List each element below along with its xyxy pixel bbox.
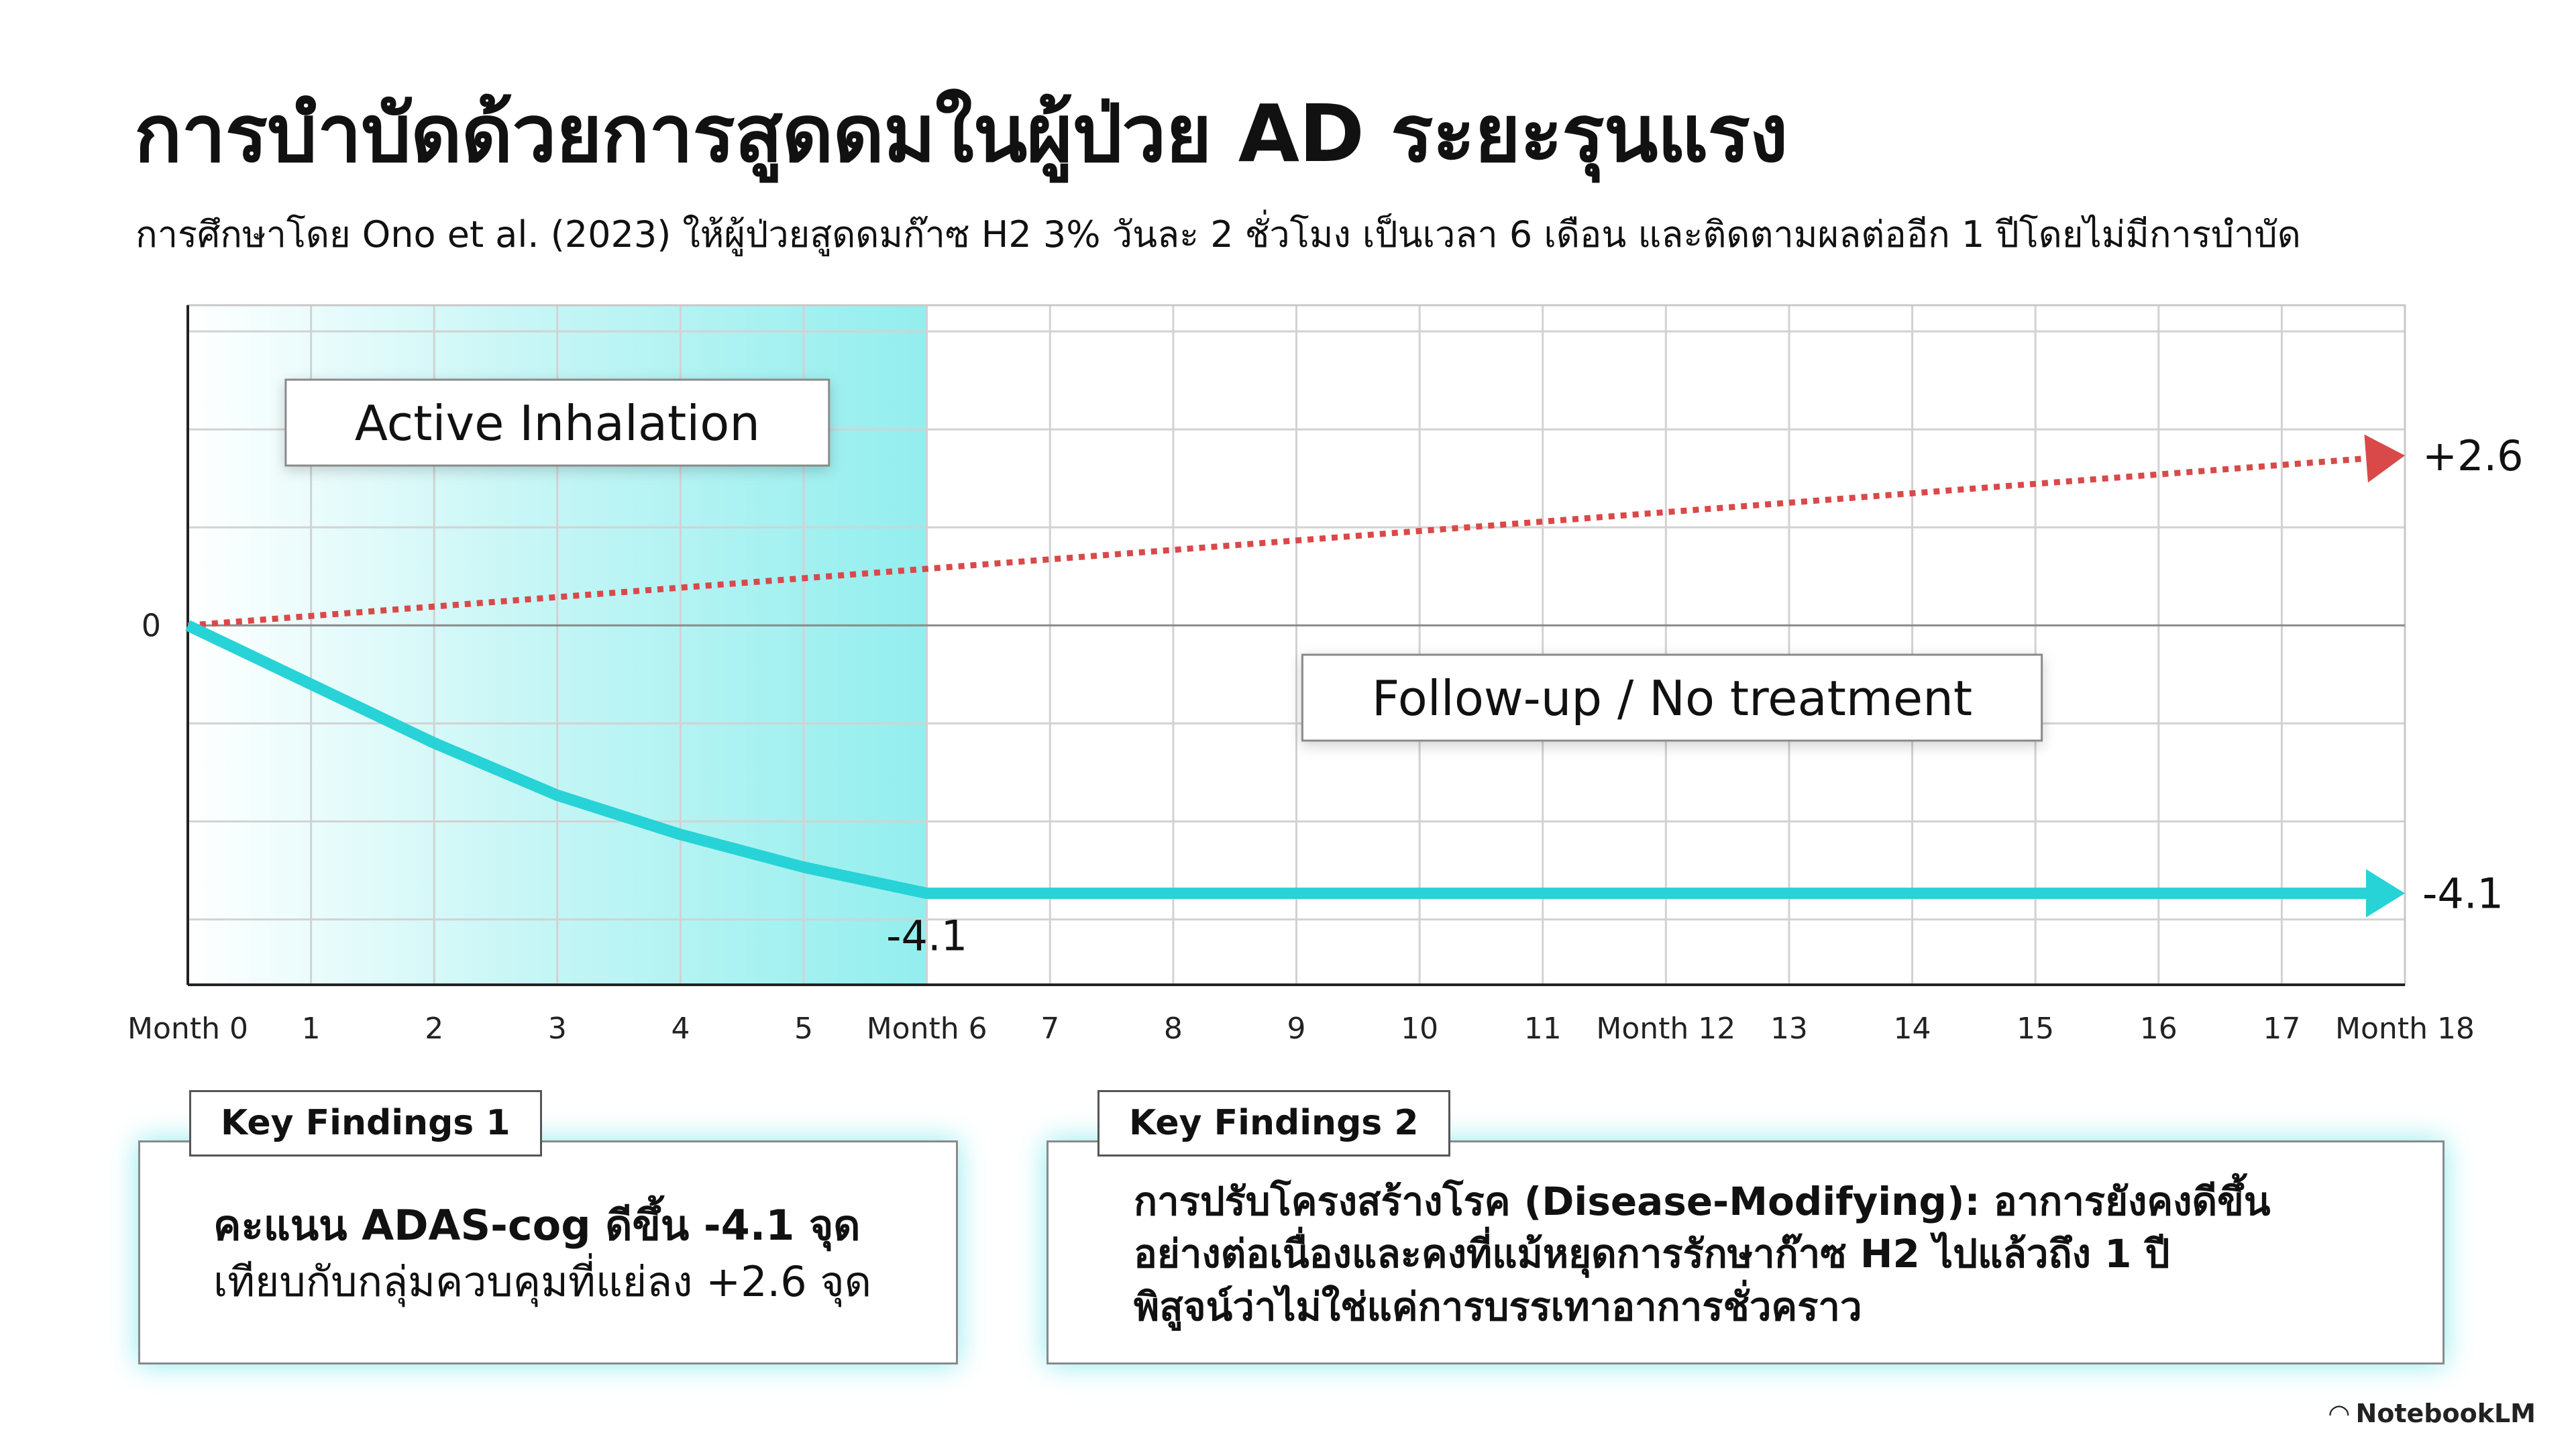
x-tick-label: 14 xyxy=(1894,1012,1931,1046)
x-tick-label: 13 xyxy=(1770,1012,1808,1046)
findings-1-bold-line: คะแนน ADAS-cog ดีขึ้น -4.1 จุด xyxy=(213,1201,861,1250)
x-tick-label: 3 xyxy=(548,1012,567,1046)
x-tick-label: 11 xyxy=(1524,1012,1562,1046)
notebooklm-logo-icon: ◠ xyxy=(2329,1399,2349,1428)
x-tick-label: Month 18 xyxy=(2335,1012,2475,1046)
followup-phase-label: Follow-up / No treatment xyxy=(1301,653,2043,742)
findings-text-1: คะแนน ADAS-cog ดีขึ้น -4.1 จุด เทียบกับก… xyxy=(213,1197,871,1309)
x-tick-label: 15 xyxy=(2017,1012,2054,1046)
x-tick-label: 8 xyxy=(1164,1012,1183,1046)
y-tick-label: 0 xyxy=(142,607,161,643)
chart: Month 0 1 2 3 4 5 Month 6 7 8 9 10 11 Month 12 13 14 15… xyxy=(127,304,2524,1046)
findings-box-2 xyxy=(1046,1140,2445,1364)
findings-text-2: การปรับโครงสร้างโรค (Disease-Modifying):… xyxy=(1134,1175,2270,1333)
followup-phase-label-box xyxy=(1301,653,2043,742)
x-tick-label: 9 xyxy=(1287,1012,1306,1046)
findings-tab-1: Key Findings 1 xyxy=(189,1090,542,1157)
active-phase-label: Active Inhalation xyxy=(284,378,830,467)
findings-tab-2: Key Findings 2 xyxy=(1097,1090,1450,1157)
series-arrowhead-control xyxy=(2364,434,2405,483)
active-phase-label-text: Active Inhalation xyxy=(355,395,760,451)
x-tick-label: 1 xyxy=(302,1012,321,1046)
page-title: การบำบัดด้วยการสูดดมในผู้ป่วย AD ระยะรุน… xyxy=(134,87,1788,180)
x-tick-label: Month 0 xyxy=(127,1012,248,1046)
x-tick-label: 5 xyxy=(794,1012,813,1046)
series-arrowhead-treatment xyxy=(2366,869,2405,918)
x-tick-label: Month 12 xyxy=(1596,1012,1735,1046)
x-tick-label: 7 xyxy=(1040,1012,1059,1046)
watermark-label: NotebookLM xyxy=(2355,1399,2536,1428)
x-tick-label: 17 xyxy=(2263,1012,2300,1046)
findings-2-line-2: อย่างต่อเนื่องและคงที่แม้หยุดการรักษาก๊า… xyxy=(1134,1231,2170,1277)
x-tick-label: 4 xyxy=(671,1012,690,1046)
notebooklm-watermark: ◠ NotebookLM xyxy=(2329,1399,2536,1428)
x-tick-label: Month 6 xyxy=(867,1012,987,1046)
findings-2-line-3: พิสูจน์ว่าไม่ใช่แค่การบรรเทาอาการชั่วครา… xyxy=(1134,1283,1862,1330)
series-end-label: -4.1 xyxy=(2422,869,2504,918)
series-end-label: +2.6 xyxy=(2422,431,2524,480)
followup-phase-label-text: Follow-up / No treatment xyxy=(1372,670,1972,727)
x-tick-label: 2 xyxy=(425,1012,443,1046)
x-tick-label: 10 xyxy=(1401,1012,1438,1046)
series-line-treatment xyxy=(185,620,2382,900)
findings-box-1 xyxy=(138,1140,958,1364)
series-line-control xyxy=(187,454,2382,629)
series-point-label: -4.1 xyxy=(886,912,967,961)
x-tick-label: 16 xyxy=(2140,1012,2178,1046)
active-phase-label-box xyxy=(284,378,830,467)
page-subtitle: การศึกษาโดย Ono et al. (2023) ให้ผู้ป่วย… xyxy=(136,213,2301,256)
findings-2-line-1: การปรับโครงสร้างโรค (Disease-Modifying):… xyxy=(1134,1179,2271,1224)
findings-1-line: เทียบกับกลุ่มควบคุมที่แย่ลง +2.6 จุด xyxy=(213,1256,872,1306)
